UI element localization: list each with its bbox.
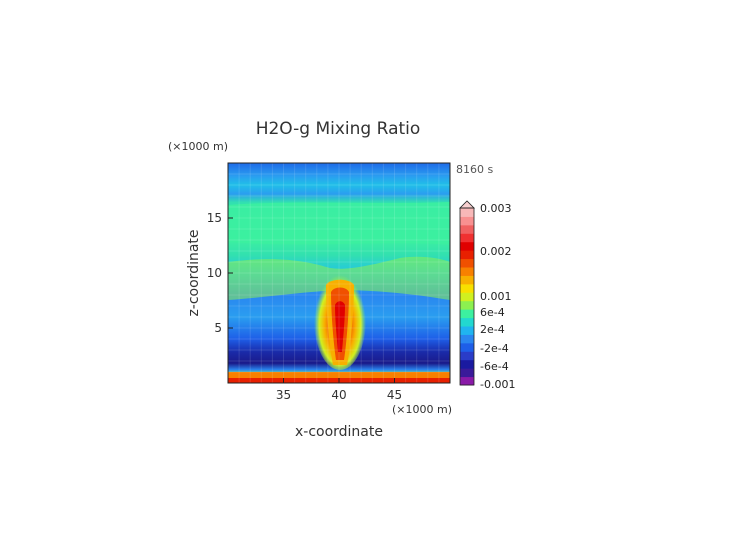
y-tick-label: 10 — [207, 266, 222, 280]
heatmap-field — [228, 163, 450, 383]
surface-warm-band — [228, 372, 450, 383]
colorbar-swatch — [460, 317, 474, 327]
x-axis-title: x-coordinate — [295, 424, 383, 440]
plume-core — [335, 301, 345, 352]
grid-overlay — [228, 163, 450, 383]
colorbar-swatch — [460, 233, 474, 243]
colorbar-swatch — [460, 216, 474, 226]
colorbar-swatch — [460, 292, 474, 302]
time-label: 8160 s — [456, 163, 493, 176]
colorbar-swatch — [460, 275, 474, 285]
colorbar-swatch — [460, 334, 474, 344]
colorbar-label: -6e-4 — [480, 360, 509, 373]
colorbar-label: -0.001 — [480, 378, 515, 391]
colorbar-label: -2e-4 — [480, 342, 509, 355]
y-tick-label: 15 — [207, 211, 222, 225]
colorbar-extend-arrow — [459, 200, 475, 209]
colorbar-swatch — [460, 309, 474, 319]
y-axis: 5 10 15 — [207, 211, 233, 335]
colorbar-label: 0.003 — [480, 202, 512, 215]
colorbar-swatch — [460, 368, 474, 378]
colorbar-swatch — [460, 359, 474, 369]
colorbar-swatch — [460, 351, 474, 361]
colorbar: 0.003 0.002 0.001 6e-4 2e-4 -2e-4 -6e-4 -0.001 — [459, 200, 515, 391]
x-tick-label: 40 — [331, 388, 346, 402]
x-tick-label: 35 — [276, 388, 291, 402]
colorbar-swatch — [460, 224, 474, 234]
colorbar-swatch — [460, 208, 474, 217]
y-tick-label: 5 — [214, 321, 222, 335]
colorbar-label: 6e-4 — [480, 306, 505, 319]
x-tick-label: 45 — [387, 388, 402, 402]
colorbar-swatch — [460, 342, 474, 352]
colorbar-swatch — [460, 267, 474, 276]
colorbar-frame — [459, 207, 475, 386]
colorbar-swatch — [460, 376, 474, 386]
x-axis: 35 40 45 — [276, 378, 402, 402]
colorbar-swatch — [460, 250, 474, 260]
y-axis-title: z-coordinate — [186, 229, 202, 316]
chart-title: H2O-g Mixing Ratio — [256, 119, 421, 139]
colorbar-label: 0.002 — [480, 245, 512, 258]
upper-layer-band — [228, 202, 450, 245]
colorbar-label: 2e-4 — [480, 323, 505, 336]
colorbar-swatch — [460, 300, 474, 310]
colorbar-swatch — [460, 326, 474, 335]
colorbar-swatch — [460, 283, 474, 293]
colorbar-swatch — [460, 258, 474, 268]
y-unit-label: (×1000 m) — [168, 140, 228, 153]
colorbar-swatch — [460, 241, 474, 251]
x-unit-label: (×1000 m) — [392, 403, 452, 416]
colorbar-label: 0.001 — [480, 290, 512, 303]
